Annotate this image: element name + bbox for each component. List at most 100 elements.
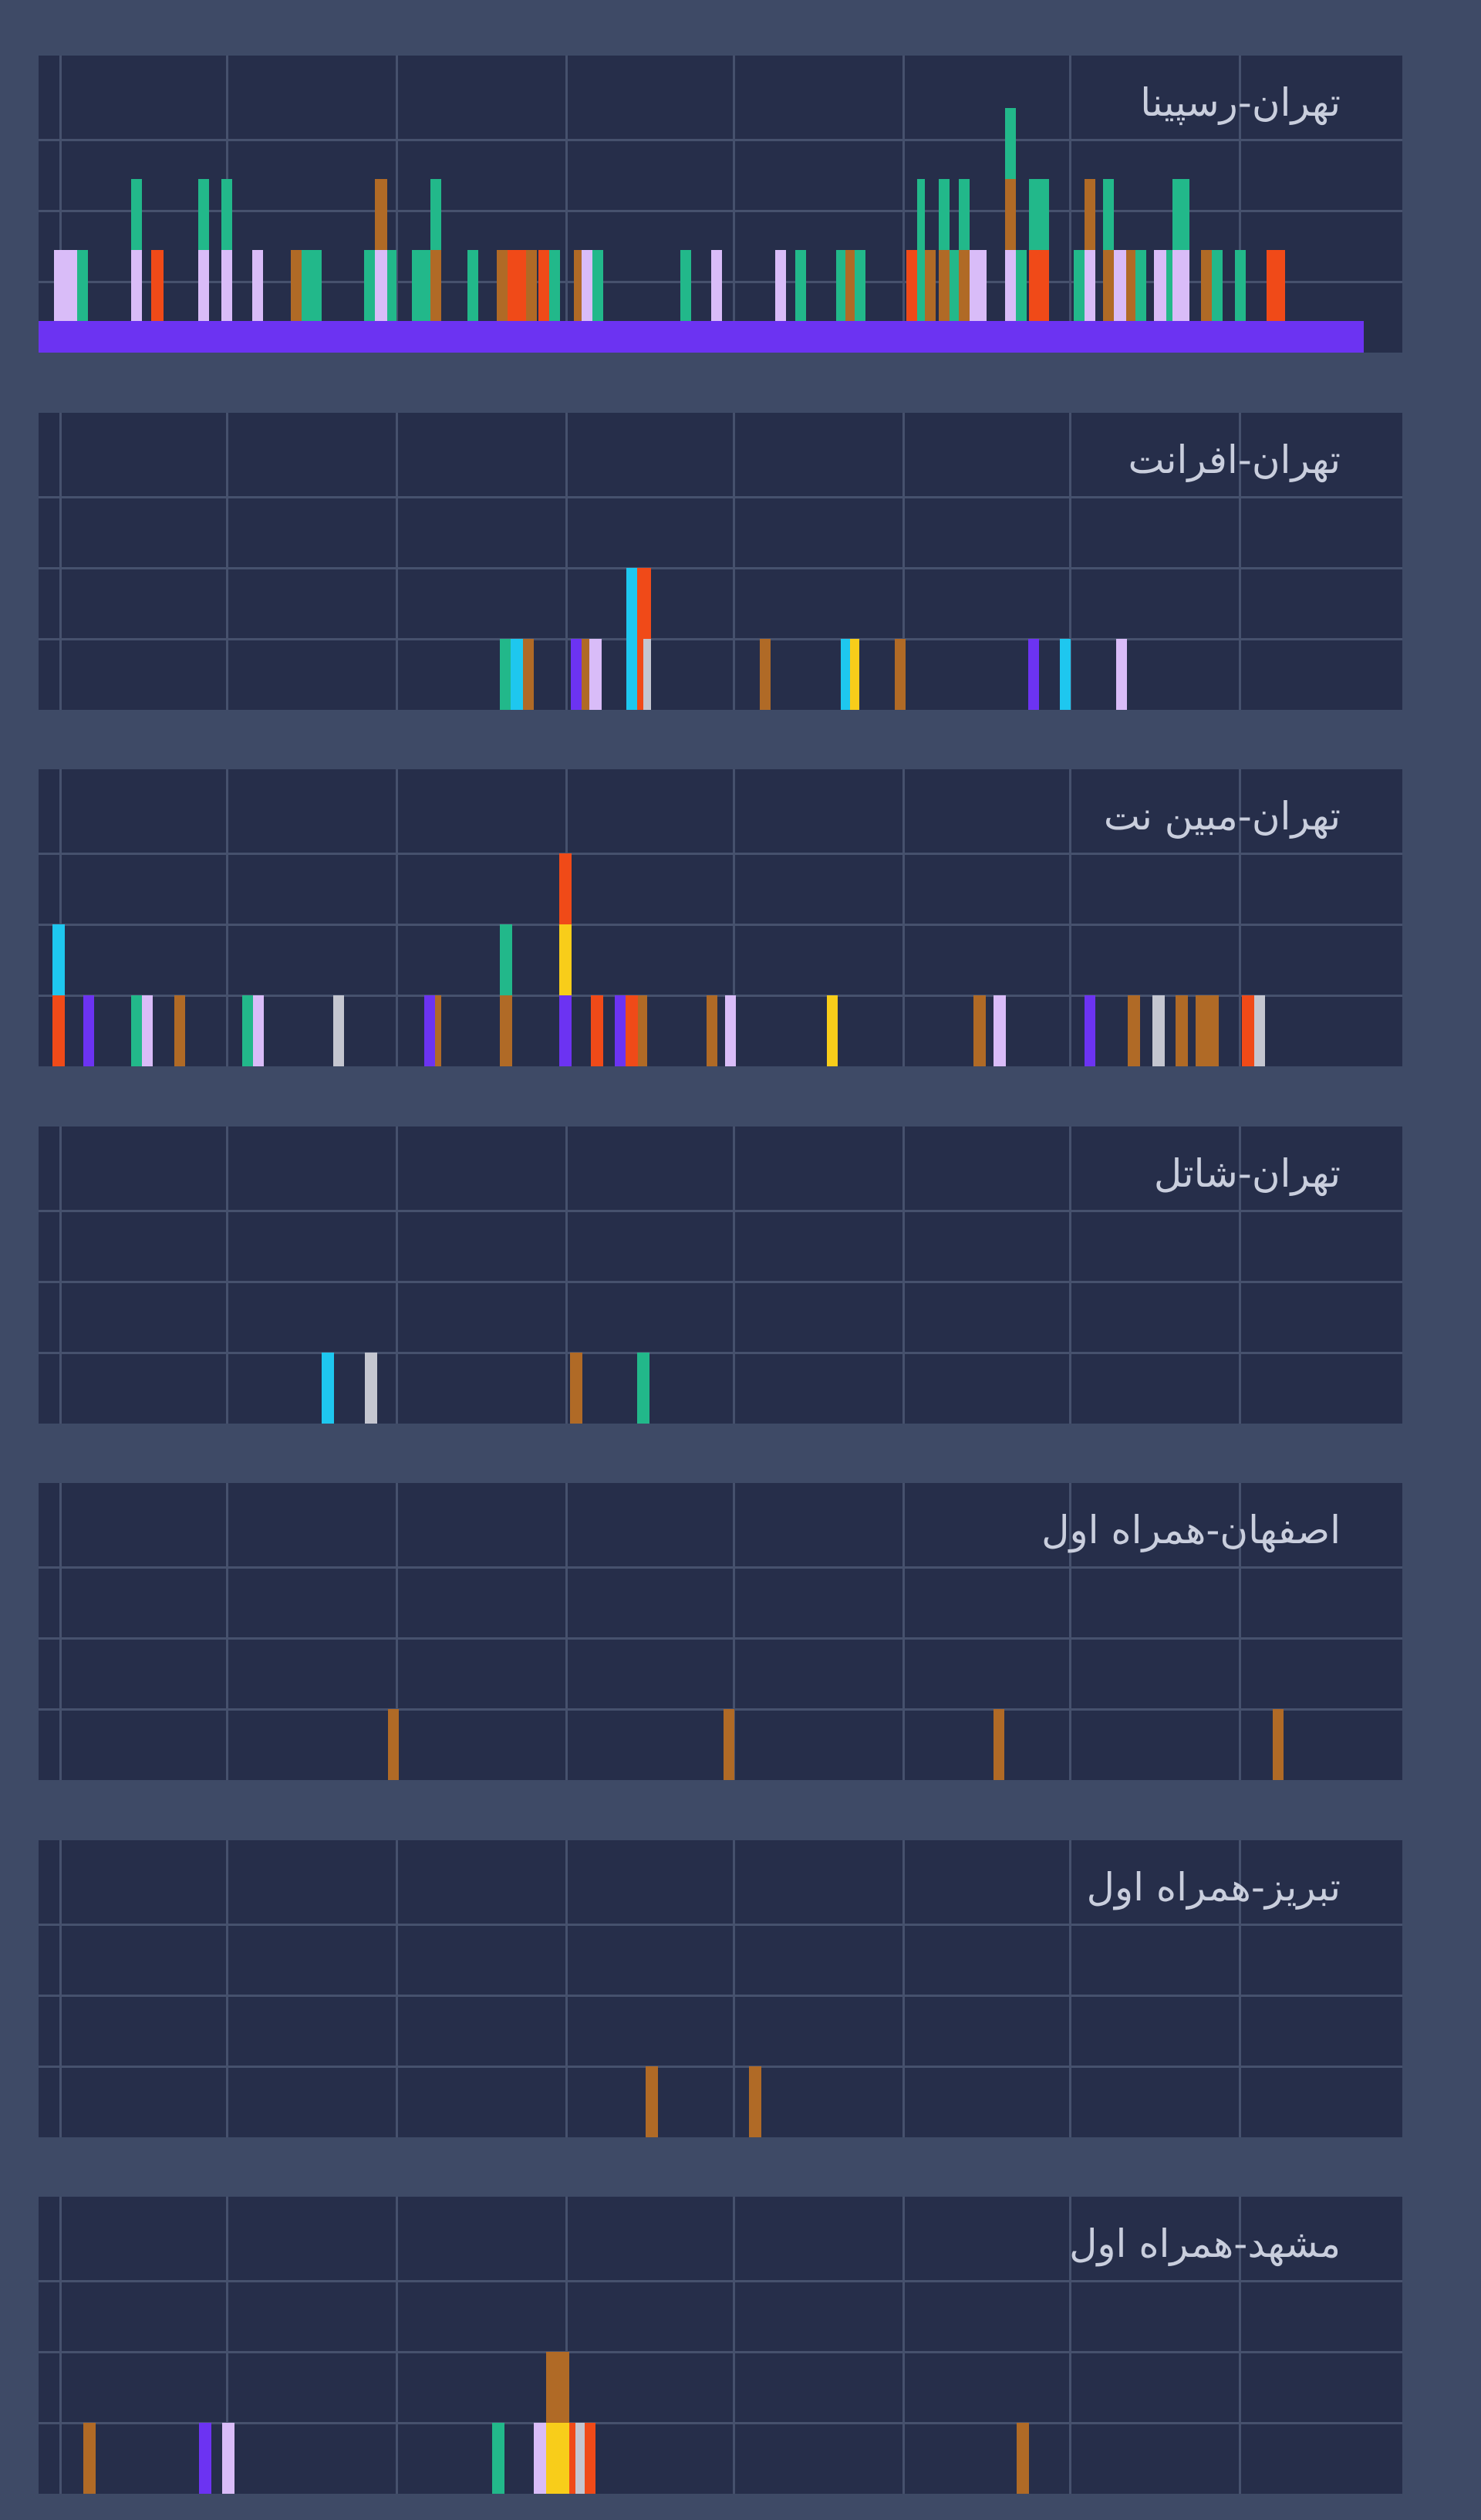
bar-segment[interactable] bbox=[364, 250, 375, 321]
bar-segment[interactable] bbox=[198, 250, 209, 321]
bar-segment[interactable] bbox=[221, 250, 232, 321]
bar-segment[interactable] bbox=[1103, 250, 1114, 321]
bar-segment[interactable] bbox=[626, 639, 637, 710]
bar-segment[interactable] bbox=[198, 179, 209, 250]
bar-segment[interactable] bbox=[906, 250, 917, 321]
bar-segment[interactable] bbox=[1128, 995, 1140, 1066]
bar-segment[interactable] bbox=[589, 639, 602, 710]
bar-segment[interactable] bbox=[131, 995, 142, 1066]
bar-segment[interactable] bbox=[83, 2423, 96, 2494]
bar-segment[interactable] bbox=[549, 250, 560, 321]
bar-segment[interactable] bbox=[131, 179, 142, 250]
bar-segment[interactable] bbox=[637, 1353, 649, 1424]
bar-segment[interactable] bbox=[615, 995, 626, 1066]
bar-segment[interactable] bbox=[1212, 250, 1223, 321]
bar-segment[interactable] bbox=[707, 995, 717, 1066]
bar-segment[interactable] bbox=[131, 250, 142, 321]
bar-segment[interactable] bbox=[895, 639, 906, 710]
bar-segment[interactable] bbox=[950, 250, 959, 321]
bar-segment[interactable] bbox=[1005, 108, 1016, 179]
bar-segment[interactable] bbox=[574, 250, 582, 321]
bar-segment[interactable] bbox=[1172, 250, 1189, 321]
bar-segment[interactable] bbox=[1135, 250, 1146, 321]
bar-segment[interactable] bbox=[1116, 639, 1127, 710]
bar-segment[interactable] bbox=[534, 2423, 546, 2494]
bar-segment[interactable] bbox=[994, 995, 1006, 1066]
bar-segment[interactable] bbox=[492, 2423, 504, 2494]
bar-segment[interactable] bbox=[375, 179, 387, 250]
bar-segment[interactable] bbox=[252, 250, 263, 321]
bar-segment[interactable] bbox=[546, 2423, 569, 2494]
bar-segment[interactable] bbox=[546, 2352, 569, 2423]
bar-segment[interactable] bbox=[1029, 250, 1049, 321]
bar-segment[interactable] bbox=[1085, 179, 1095, 250]
bar-segment[interactable] bbox=[387, 250, 396, 321]
bar-segment[interactable] bbox=[1235, 250, 1246, 321]
bar-segment[interactable] bbox=[959, 250, 970, 321]
bar-segment[interactable] bbox=[836, 250, 845, 321]
bar-segment[interactable] bbox=[643, 568, 651, 639]
bar-segment[interactable] bbox=[1126, 250, 1135, 321]
bar-segment[interactable] bbox=[1005, 250, 1016, 321]
bar-segment[interactable] bbox=[585, 2423, 595, 2494]
bar-segment[interactable] bbox=[1166, 250, 1172, 321]
bar-segment[interactable] bbox=[1196, 995, 1219, 1066]
bar-segment[interactable] bbox=[626, 995, 638, 1066]
bar-segment[interactable] bbox=[1201, 250, 1212, 321]
bar-segment[interactable] bbox=[538, 250, 549, 321]
bar-segment[interactable] bbox=[83, 995, 94, 1066]
bar-segment[interactable] bbox=[711, 250, 722, 321]
bar-segment[interactable] bbox=[1103, 179, 1114, 250]
bar-segment[interactable] bbox=[52, 924, 65, 995]
bar-segment[interactable] bbox=[841, 639, 850, 710]
bar-segment[interactable] bbox=[637, 639, 643, 710]
bar-segment[interactable] bbox=[523, 639, 534, 710]
bar-segment[interactable] bbox=[526, 250, 537, 321]
bar-segment[interactable] bbox=[582, 250, 592, 321]
bar-segment[interactable] bbox=[559, 995, 572, 1066]
bar-segment[interactable] bbox=[375, 250, 387, 321]
bar-segment[interactable] bbox=[591, 995, 603, 1066]
bar-segment[interactable] bbox=[497, 250, 508, 321]
bar-segment[interactable] bbox=[1060, 639, 1071, 710]
bar-segment[interactable] bbox=[1267, 250, 1285, 321]
bar-segment[interactable] bbox=[638, 995, 647, 1066]
bar-segment[interactable] bbox=[435, 995, 441, 1066]
bar-segment[interactable] bbox=[559, 924, 572, 995]
bar-segment[interactable] bbox=[570, 1353, 582, 1424]
bar-segment[interactable] bbox=[917, 179, 925, 250]
bar-segment[interactable] bbox=[643, 639, 651, 710]
bar-segment[interactable] bbox=[1085, 995, 1095, 1066]
bar-segment[interactable] bbox=[77, 250, 88, 321]
bar-segment[interactable] bbox=[508, 250, 526, 321]
bar-segment[interactable] bbox=[500, 924, 512, 995]
bar-segment[interactable] bbox=[939, 179, 950, 250]
bar-segment[interactable] bbox=[1114, 250, 1126, 321]
bar-segment[interactable] bbox=[1242, 995, 1254, 1066]
bar-segment[interactable] bbox=[827, 995, 838, 1066]
bar-segment[interactable] bbox=[760, 639, 771, 710]
bar-segment[interactable] bbox=[970, 250, 987, 321]
bar-segment[interactable] bbox=[388, 1709, 399, 1780]
bar-segment[interactable] bbox=[1152, 995, 1165, 1066]
bar-segment[interactable] bbox=[1172, 179, 1189, 250]
bar-segment[interactable] bbox=[302, 250, 322, 321]
bar-segment[interactable] bbox=[174, 995, 185, 1066]
bar-segment[interactable] bbox=[242, 995, 253, 1066]
bar-segment[interactable] bbox=[333, 995, 344, 1066]
bar-segment[interactable] bbox=[637, 568, 643, 639]
bar-segment[interactable] bbox=[151, 250, 164, 321]
bar-segment[interactable] bbox=[142, 995, 153, 1066]
bar-segment[interactable] bbox=[1085, 250, 1095, 321]
bar-segment[interactable] bbox=[855, 250, 865, 321]
bar-segment[interactable] bbox=[725, 995, 736, 1066]
bar-segment[interactable] bbox=[222, 2423, 234, 2494]
bar-segment[interactable] bbox=[571, 639, 582, 710]
bar-segment[interactable] bbox=[467, 250, 478, 321]
bar-segment[interactable] bbox=[221, 179, 232, 250]
bar-segment[interactable] bbox=[1016, 250, 1027, 321]
bar-segment[interactable] bbox=[365, 1353, 377, 1424]
bar-segment[interactable] bbox=[994, 1709, 1004, 1780]
bar-segment[interactable] bbox=[412, 250, 430, 321]
bar-segment[interactable] bbox=[1074, 250, 1085, 321]
